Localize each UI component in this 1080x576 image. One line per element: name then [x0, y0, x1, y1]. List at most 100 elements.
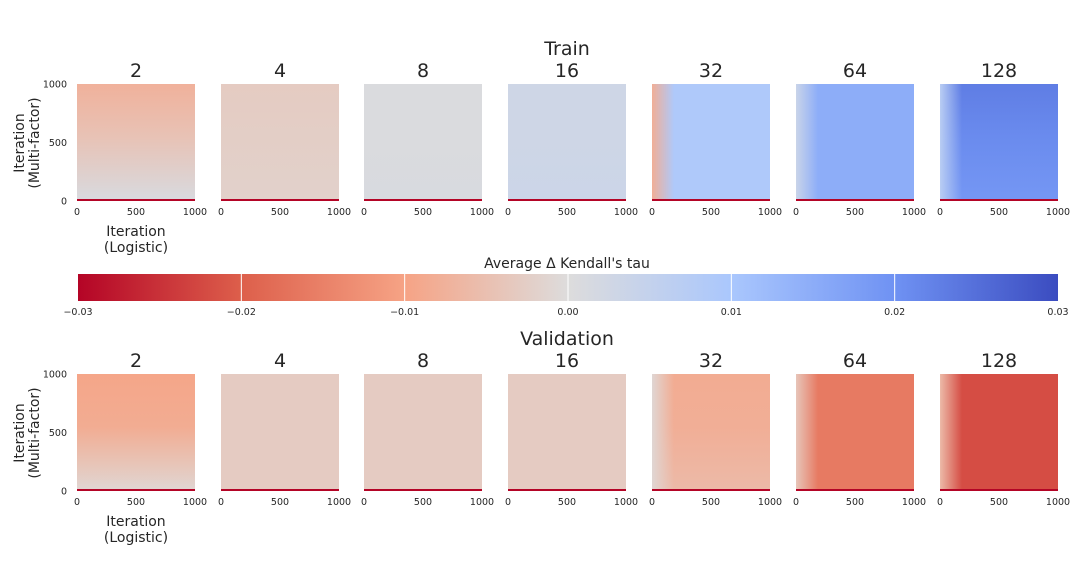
- x-tick-label: 500: [127, 497, 145, 508]
- x-tick-label: 0: [793, 207, 799, 218]
- svg-text:Iteration: Iteration: [12, 403, 28, 462]
- x-tick-label: 500: [271, 207, 289, 218]
- heatmap-bottom-row: [940, 199, 1058, 201]
- x-tick-label: 0: [74, 207, 80, 218]
- x-tick-label: 0: [218, 207, 224, 218]
- heatmap-cells: [221, 84, 339, 201]
- colorbar-tick-label: 0.03: [1047, 307, 1068, 318]
- x-tick-label: 1000: [327, 207, 351, 218]
- x-tick-label: 1000: [614, 207, 638, 218]
- heatmap-bottom-row: [221, 489, 339, 491]
- svg-text:Iteration: Iteration: [106, 514, 165, 530]
- heatmap-left-edge: [940, 84, 962, 201]
- y-tick-label: 1000: [43, 80, 67, 91]
- panel-title: 16: [555, 350, 579, 372]
- heatmap-cells: [364, 84, 482, 201]
- svg-text:Iteration: Iteration: [12, 113, 28, 172]
- y-tick-label: 500: [49, 138, 67, 149]
- heatmap-panel-train-64: 64 0 500 1000: [793, 60, 926, 218]
- x-tick-label: 0: [649, 497, 655, 508]
- heatmap-panel-train-8: 8 0 500 1000: [361, 60, 494, 218]
- colorbar-label: Average Δ Kendall's tau: [484, 256, 650, 272]
- x-axis-label-train: Iteration (Logistic): [104, 224, 168, 256]
- heatmap-bottom-row: [652, 199, 770, 201]
- heatmap-panel-train-128: 128 0 500 1000: [937, 60, 1070, 218]
- colorbar-tick-label: 0.02: [884, 307, 905, 318]
- heatmap-panel-validation-32: 32 0 500 1000: [649, 350, 782, 508]
- x-tick-label: 500: [271, 497, 289, 508]
- heatmap-left-edge: [796, 84, 818, 201]
- x-tick-label: 500: [990, 207, 1008, 218]
- x-tick-label: 0: [218, 497, 224, 508]
- x-tick-label: 500: [558, 497, 576, 508]
- x-tick-label: 1000: [758, 207, 782, 218]
- y-tick-label: 500: [49, 428, 67, 439]
- y-axis-label-train: Iteration (Multi-factor): [12, 97, 43, 188]
- panel-title: 128: [981, 350, 1017, 372]
- x-tick-label: 0: [505, 207, 511, 218]
- x-tick-label: 0: [74, 497, 80, 508]
- x-tick-label: 500: [702, 497, 720, 508]
- x-tick-label: 1000: [902, 497, 926, 508]
- heatmap-bottom-row: [796, 199, 914, 201]
- x-tick-label: 1000: [614, 497, 638, 508]
- heatmap-left-edge: [796, 374, 818, 491]
- colorbar-tick-label: −0.03: [63, 307, 92, 318]
- colorbar-tick-label: 0.01: [721, 307, 742, 318]
- x-tick-label: 1000: [470, 497, 494, 508]
- x-tick-label: 500: [558, 207, 576, 218]
- heatmap-cells: [77, 84, 195, 201]
- y-axis-label-validation: Iteration (Multi-factor): [12, 387, 43, 478]
- heatmap-panel-train-4: 4 0 500 1000: [218, 60, 351, 218]
- panel-title: 4: [274, 350, 286, 372]
- x-tick-label: 1000: [183, 497, 207, 508]
- y-tick-label: 0: [61, 487, 67, 498]
- panel-title: 16: [555, 60, 579, 82]
- x-tick-label: 1000: [758, 497, 782, 508]
- colorbar-tick-label: 0.00: [557, 307, 578, 318]
- x-tick-label: 500: [414, 497, 432, 508]
- x-tick-label: 500: [702, 207, 720, 218]
- x-tick-label: 1000: [902, 207, 926, 218]
- x-tick-label: 1000: [470, 207, 494, 218]
- heatmap-panel-train-16: 16 0 500 1000: [505, 60, 638, 218]
- heatmap-bottom-row: [364, 199, 482, 201]
- heatmap-bottom-row: [796, 489, 914, 491]
- heatmap-panel-validation-16: 16 0 500 1000: [505, 350, 638, 508]
- panel-title: 2: [130, 350, 142, 372]
- heatmap-panel-train-32: 32 0 500 1000: [649, 60, 782, 218]
- x-axis-label-validation: Iteration (Logistic): [104, 514, 168, 546]
- svg-text:(Logistic): (Logistic): [104, 240, 168, 256]
- panel-title: 8: [417, 60, 429, 82]
- panel-title: 32: [699, 350, 723, 372]
- svg-text:(Logistic): (Logistic): [104, 530, 168, 546]
- heatmap-cells: [508, 374, 626, 491]
- heatmap-cells: [508, 84, 626, 201]
- panel-title: 32: [699, 60, 723, 82]
- heatmap-left-edge: [652, 84, 674, 201]
- x-tick-label: 500: [846, 497, 864, 508]
- x-tick-label: 0: [361, 497, 367, 508]
- heatmap-cells: [364, 374, 482, 491]
- panel-title: 128: [981, 60, 1017, 82]
- x-tick-label: 1000: [1046, 497, 1070, 508]
- heatmap-left-edge: [940, 374, 962, 491]
- x-tick-label: 0: [505, 497, 511, 508]
- panel-title: 64: [843, 350, 867, 372]
- panel-title: 2: [130, 60, 142, 82]
- panel-title: 8: [417, 350, 429, 372]
- svg-text:(Multi-factor): (Multi-factor): [27, 97, 43, 188]
- heatmap-bottom-row: [508, 199, 626, 201]
- x-tick-label: 0: [937, 207, 943, 218]
- section-title-train: Train: [543, 38, 590, 60]
- x-tick-label: 1000: [327, 497, 351, 508]
- heatmap-bottom-row: [221, 199, 339, 201]
- svg-text:(Multi-factor): (Multi-factor): [27, 387, 43, 478]
- heatmap-bottom-row: [364, 489, 482, 491]
- colorbar-tick-label: −0.02: [227, 307, 256, 318]
- x-tick-label: 0: [361, 207, 367, 218]
- x-tick-label: 1000: [1046, 207, 1070, 218]
- heatmap-cells: [221, 374, 339, 491]
- colorbar: Average Δ Kendall's tau −0.03 −0.02 −0.01 0…: [63, 256, 1068, 318]
